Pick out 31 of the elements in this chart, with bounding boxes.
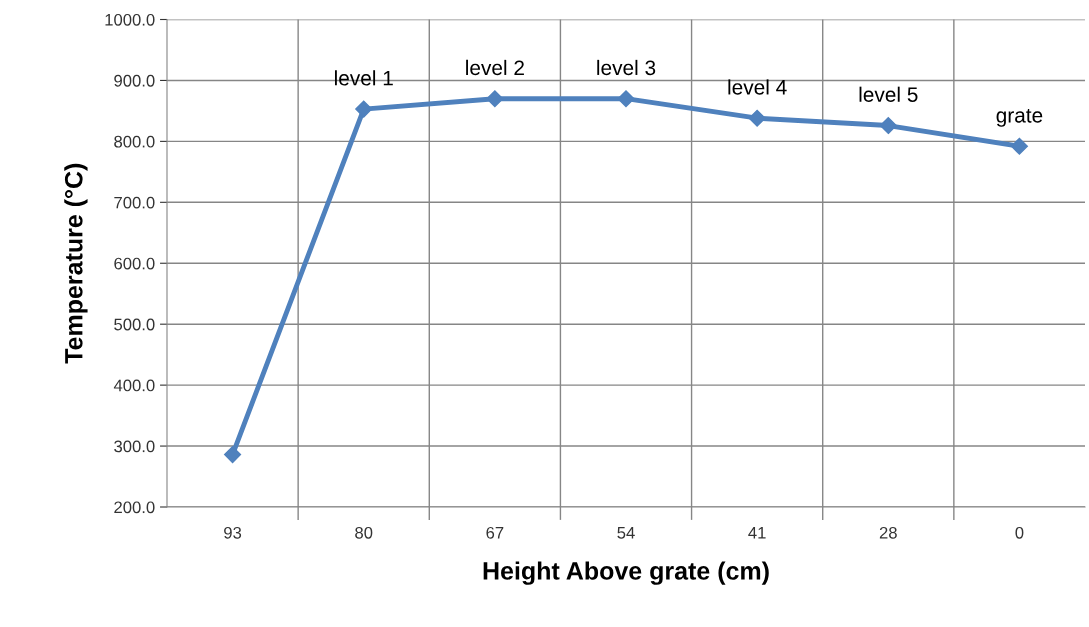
- y-tick-label: 800.0: [114, 135, 155, 148]
- annotation: level 4: [728, 79, 787, 95]
- annotation: grate: [996, 109, 1043, 127]
- y-axis-title: Temperature (°C): [64, 163, 88, 364]
- point: [355, 100, 373, 118]
- x-tick-label: 41: [748, 527, 766, 539]
- x-tick-label: 67: [486, 526, 504, 539]
- point: [486, 90, 504, 108]
- annotation: level 3: [597, 59, 656, 76]
- x-tick-label: 93: [224, 526, 242, 539]
- y-tick-label: 200.0: [114, 501, 155, 514]
- annotation: level 2: [466, 59, 524, 76]
- annotation: level 1: [335, 70, 393, 86]
- x-tick-label: 54: [617, 527, 635, 539]
- point: [617, 90, 635, 108]
- x-axis-title: Height Above grate (cm): [483, 561, 769, 585]
- x-tick-label: 0: [1015, 526, 1024, 539]
- y-tick-label: 500.0: [114, 318, 155, 331]
- point: [224, 446, 242, 464]
- y-tick-label: 900.0: [114, 74, 155, 87]
- y-tick-label: 700.0: [114, 196, 155, 209]
- y-tick-label: 600.0: [114, 257, 155, 270]
- annotation: level 5: [859, 86, 918, 102]
- point: [879, 116, 897, 135]
- y-tick-label: 1000.0: [105, 13, 155, 26]
- point: [748, 109, 766, 127]
- x-tick-label: 80: [355, 526, 373, 539]
- y-tick-label: 300.0: [114, 440, 155, 453]
- y-tick-label: 400.0: [113, 379, 155, 392]
- point: [1010, 137, 1028, 155]
- x-tick-label: 28: [879, 526, 897, 539]
